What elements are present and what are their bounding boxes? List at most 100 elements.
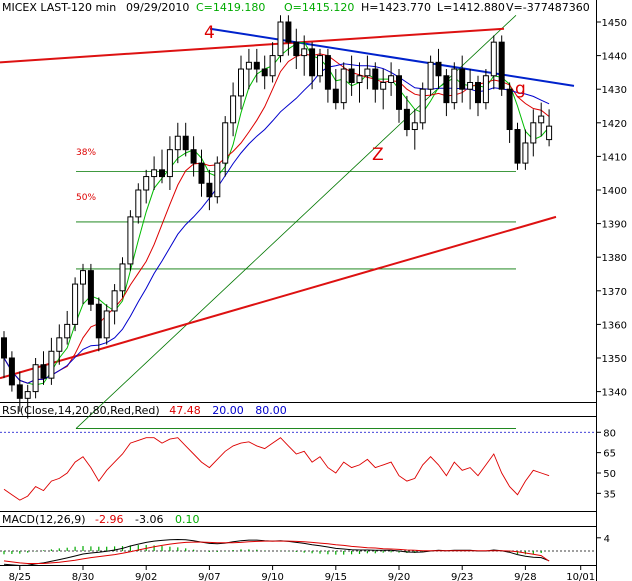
candle	[64, 310, 71, 345]
x-tick-label: 9/10	[261, 572, 283, 581]
macd-v2: -3.06	[135, 513, 163, 526]
candle	[87, 263, 94, 311]
header-symbol: MICEX LAST-120 min	[2, 1, 116, 14]
x-tick-label: 9/07	[198, 572, 220, 581]
rsi-name: RSI(Close,14,20,80,Red,Red)	[2, 404, 160, 417]
candle	[8, 351, 15, 392]
trend-lines	[0, 27, 575, 380]
macd-name: MACD(12,26,9)	[2, 513, 86, 526]
candle	[253, 48, 260, 83]
candle	[522, 129, 529, 170]
y-tick-label: 1360	[602, 320, 627, 331]
candle	[269, 42, 276, 83]
candle	[182, 122, 189, 157]
candle	[317, 48, 323, 83]
candle	[174, 122, 181, 164]
y-tick-label: 1370	[602, 287, 627, 298]
candle	[451, 62, 458, 110]
header-high: H=1423.770	[361, 1, 431, 14]
candle	[427, 55, 434, 96]
candle	[546, 109, 553, 147]
resistance-trend-line	[209, 27, 575, 87]
rsi-panel: 35 50 65 80	[0, 428, 616, 501]
y-tick-label: 1450	[602, 18, 627, 29]
x-tick-label: 9/28	[514, 572, 536, 581]
candle	[206, 169, 213, 211]
macd-signal-line	[3, 540, 550, 564]
lower-trend-line	[0, 215, 557, 380]
rsi-tick-label: 35	[603, 489, 616, 500]
y-tick-label: 1350	[602, 354, 627, 365]
candle	[103, 304, 110, 345]
candle	[32, 358, 39, 399]
header-open: O=1415.120	[284, 1, 354, 14]
x-tick-label: 10/01	[566, 572, 595, 581]
candle	[293, 28, 300, 70]
candle	[24, 384, 31, 419]
candle	[348, 55, 355, 96]
candle	[56, 324, 63, 365]
candle	[538, 102, 545, 137]
candle	[475, 75, 481, 117]
x-tick-label: 9/20	[388, 572, 410, 581]
candle	[332, 69, 339, 110]
rsi-line	[3, 437, 550, 501]
candle	[514, 122, 521, 170]
wave-g-label: g	[515, 79, 526, 99]
y-tick-label: 1380	[602, 253, 627, 264]
header-low: L=1412.880	[437, 1, 505, 14]
rsi-tick-label: 80	[603, 428, 616, 439]
price-y-axis: 1340 1350 1360 1370 1380 1390 1400 1410 1420 1430…	[596, 18, 627, 399]
candle	[190, 136, 197, 177]
ma-slow-line	[3, 63, 550, 384]
candle	[238, 55, 244, 110]
header-close: C=1419.180	[196, 1, 265, 14]
candle	[40, 351, 47, 385]
candle	[214, 156, 221, 204]
candle	[459, 55, 466, 103]
rsi-tick-label: 65	[603, 449, 616, 460]
y-tick-label: 1440	[602, 52, 627, 63]
candle	[506, 82, 513, 143]
candle	[530, 109, 537, 157]
candle	[411, 109, 418, 150]
candle	[388, 62, 395, 96]
rsi-low: 20.00	[212, 404, 244, 417]
rsi-value: 47.48	[169, 404, 201, 417]
rsi-tick-label: 50	[603, 469, 616, 480]
y-tick-label: 1430	[602, 85, 627, 96]
wave-z-label: Z	[372, 145, 384, 165]
fib-diagonal-line	[75, 14, 517, 429]
candle	[16, 371, 23, 412]
candle	[127, 210, 134, 271]
ma-fast-line	[3, 41, 550, 386]
candle	[143, 169, 150, 204]
rsi-high: 80.00	[255, 404, 287, 417]
candle	[490, 35, 497, 90]
candle	[403, 95, 410, 137]
candle	[72, 277, 79, 332]
moving-averages	[3, 41, 550, 386]
macd-v3: 0.10	[175, 513, 200, 526]
candle	[380, 69, 387, 110]
x-tick-label: 8/25	[9, 572, 31, 581]
macd-tick-label: 4	[604, 534, 610, 545]
candle	[309, 42, 316, 90]
x-axis: 8/25 8/30 9/02 9/07 9/10 9/15 9/20 9/23 9/28 10/0…	[9, 565, 595, 581]
ma-mid-line	[3, 53, 550, 384]
candle	[324, 48, 331, 103]
y-tick-label: 1400	[602, 186, 627, 197]
candle	[230, 82, 237, 137]
y-tick-label: 1390	[602, 220, 627, 231]
candle	[1, 331, 7, 379]
candle	[396, 69, 402, 123]
macd-panel: 4	[0, 534, 610, 567]
macd-line	[3, 538, 550, 567]
wave-4-label: 4	[204, 23, 215, 43]
candlesticks	[1, 15, 553, 419]
candle	[95, 297, 102, 352]
fib-50-label: 50%	[76, 193, 96, 203]
x-tick-label: 8/30	[72, 572, 94, 581]
candle	[364, 55, 371, 90]
